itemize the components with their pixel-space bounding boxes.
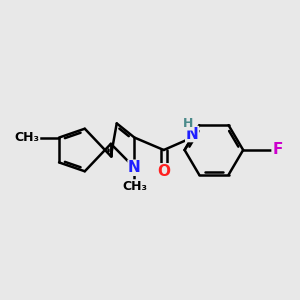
Text: F: F (272, 142, 283, 158)
Text: CH₃: CH₃ (122, 180, 147, 193)
Text: O: O (157, 164, 170, 179)
Text: CH₃: CH₃ (15, 131, 40, 144)
Text: H: H (182, 117, 193, 130)
Text: N: N (128, 160, 141, 175)
Text: N: N (186, 127, 199, 142)
